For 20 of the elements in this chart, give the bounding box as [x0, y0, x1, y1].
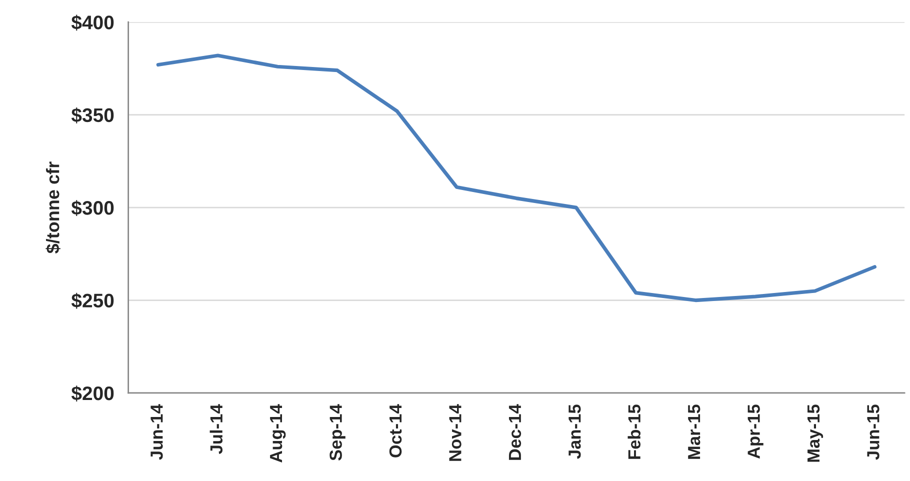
x-tick-label: Jun-15 — [867, 404, 880, 460]
y-tick-label: $200 — [71, 386, 114, 402]
y-tick-label: $300 — [71, 200, 114, 216]
y-axis-title: $/tonne cfr — [46, 162, 60, 254]
x-tick-label: Sep-14 — [330, 404, 346, 461]
x-tick-label: Nov-14 — [449, 404, 462, 461]
y-tick-label: $400 — [71, 14, 114, 31]
x-tick-label: Dec-14 — [508, 404, 522, 460]
x-tick-label: Feb-15 — [628, 404, 641, 459]
x-tick-label: Jun-14 — [150, 404, 163, 460]
x-tick-label: Oct-14 — [389, 404, 402, 458]
x-tick-label: Mar-15 — [688, 404, 700, 459]
y-tick-label: $350 — [71, 107, 114, 124]
x-tick-label: Jan-15 — [568, 404, 581, 459]
x-tick-label: Aug-14 — [270, 404, 286, 462]
y-tick-label: $250 — [71, 292, 114, 309]
x-tick-label: May-15 — [808, 404, 824, 462]
x-tick-label: Apr-15 — [748, 404, 764, 459]
line-series — [156, 54, 876, 302]
x-tick-label: Jul-14 — [210, 404, 223, 454]
